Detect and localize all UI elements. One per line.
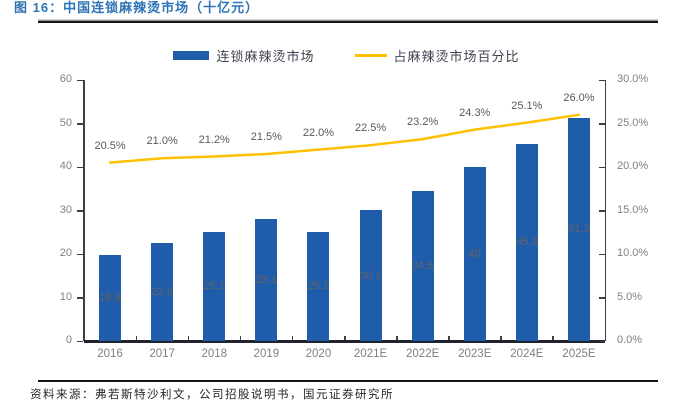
left-axis-tick xyxy=(77,340,83,342)
right-axis-tick-label: 5.0% xyxy=(617,290,643,303)
x-axis-tick xyxy=(500,336,502,340)
x-axis-line xyxy=(84,340,605,343)
x-axis-category-label: 2020 xyxy=(305,348,332,360)
right-axis-line xyxy=(604,80,606,341)
line-value-label: 22.5% xyxy=(354,122,387,135)
figure-title: 图 16：中国连锁麻辣烫市场（十亿元） xyxy=(14,0,260,15)
x-axis-tick xyxy=(239,336,242,340)
title-divider xyxy=(38,21,658,23)
left-axis-tick xyxy=(77,210,83,212)
legend-bar-swatch xyxy=(173,50,210,60)
right-axis-tick xyxy=(599,79,605,81)
footer-divider xyxy=(38,380,658,382)
left-axis-tick-label: 10 xyxy=(59,290,72,303)
percentage-line xyxy=(108,113,581,164)
left-axis-tick-label: 0 xyxy=(65,334,72,346)
x-axis-category-label: 2017 xyxy=(149,348,175,360)
source-note: 资料来源：弗若斯特沙利文，公司招股说明书，国元证券研究所 xyxy=(30,389,394,401)
right-axis-tick xyxy=(599,210,605,212)
x-axis-category-label: 2025E xyxy=(562,348,596,360)
right-axis-tick-label: 15.0% xyxy=(617,203,649,216)
left-axis-tick xyxy=(77,253,83,255)
bar xyxy=(411,190,434,341)
bar xyxy=(359,210,382,341)
line-value-label: 21.2% xyxy=(198,133,230,146)
bar-value-label: 25.1 xyxy=(203,280,225,293)
bar-value-label: 40 xyxy=(468,248,481,260)
x-axis-category-label: 2023E xyxy=(458,348,492,360)
legend-line-swatch xyxy=(354,53,387,57)
x-axis-tick xyxy=(344,336,346,340)
x-axis-category-label: 2019 xyxy=(253,348,280,360)
line-value-label: 24.3% xyxy=(459,106,491,119)
left-axis-tick xyxy=(77,79,83,81)
legend-item: 连锁麻辣烫市场 xyxy=(173,46,314,65)
right-axis-tick xyxy=(599,340,605,342)
left-axis-line xyxy=(83,80,85,341)
left-axis-tick-label: 30 xyxy=(59,203,72,216)
x-axis-category-label: 2021E xyxy=(353,348,388,360)
left-axis-tick xyxy=(77,297,83,299)
bar-value-label: 28.1 xyxy=(255,273,278,286)
bar xyxy=(515,143,538,341)
right-axis-tick xyxy=(599,166,605,168)
x-axis-category-label: 2024E xyxy=(510,348,544,360)
line-value-label: 23.2% xyxy=(407,116,439,129)
right-axis-tick xyxy=(599,123,605,125)
x-axis-tick xyxy=(187,336,190,340)
x-axis-tick xyxy=(135,336,138,340)
chart-legend: 连锁麻辣烫市场 占麻辣烫市场百分比 xyxy=(0,46,675,64)
x-axis-category-label: 2022E xyxy=(406,348,440,360)
x-axis-tick xyxy=(291,336,294,340)
left-axis-tick xyxy=(77,166,83,168)
right-axis-tick-label: 25.0% xyxy=(617,116,649,129)
right-axis-tick xyxy=(599,253,605,255)
left-axis-tick-label: 40 xyxy=(59,160,72,172)
bar xyxy=(307,231,330,341)
line-value-label: 21.0% xyxy=(146,135,178,148)
legend-label: 连锁麻辣烫市场 xyxy=(216,48,315,64)
bar xyxy=(463,167,486,341)
left-axis-tick xyxy=(77,123,83,125)
bar-value-label: 51.3 xyxy=(568,223,590,236)
bar-value-label: 30.1 xyxy=(359,269,382,282)
bar xyxy=(151,242,174,341)
x-axis-tick xyxy=(552,336,554,340)
bar-value-label: 22.6 xyxy=(151,285,173,298)
bar-value-label: 34.5 xyxy=(411,259,434,272)
bar-value-label: 25.1 xyxy=(307,280,330,293)
left-axis-tick-label: 60 xyxy=(59,73,72,85)
left-axis-tick-label: 50 xyxy=(59,116,72,129)
left-axis-tick-label: 20 xyxy=(59,247,72,259)
x-axis-tick xyxy=(396,336,398,340)
right-axis-tick-label: 20.0% xyxy=(617,160,649,172)
right-axis-tick xyxy=(599,297,605,299)
bar xyxy=(99,254,122,341)
line-value-label: 25.1% xyxy=(511,99,543,112)
legend-item: 占麻辣烫市场百分比 xyxy=(354,46,520,65)
bar-value-label: 45.3 xyxy=(516,236,538,249)
line-value-label: 22.0% xyxy=(302,126,335,139)
right-axis-tick-label: 10.0% xyxy=(617,247,649,259)
bar xyxy=(567,117,590,341)
x-axis-category-label: 2016 xyxy=(97,348,123,360)
bar xyxy=(203,231,226,341)
bar-value-label: 19.8 xyxy=(99,291,121,304)
legend-label: 占麻辣烫市场百分比 xyxy=(393,48,520,64)
x-axis-category-label: 2018 xyxy=(201,348,228,360)
line-value-label: 20.5% xyxy=(94,139,126,152)
line-value-label: 26.0% xyxy=(563,91,595,104)
x-axis-tick xyxy=(448,336,450,340)
right-axis-tick-label: 0.0% xyxy=(617,334,643,346)
line-value-label: 21.5% xyxy=(250,130,282,143)
bar xyxy=(255,218,278,341)
right-axis-tick-label: 30.0% xyxy=(617,73,649,85)
